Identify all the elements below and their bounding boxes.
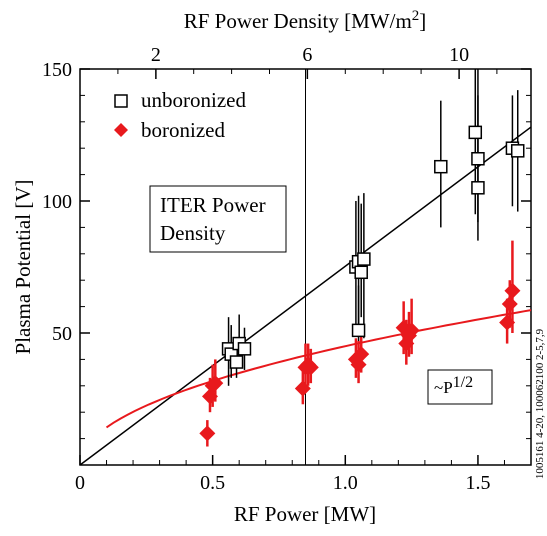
top-tick-label: 10 <box>449 44 469 66</box>
x-tick-label: 0.5 <box>200 472 225 494</box>
boronized-point <box>499 314 516 331</box>
side-shot-id: 1005161 4-20, 100062100 2-5,7,9 <box>534 328 546 479</box>
unboronized-point <box>354 265 368 280</box>
boronized-sqrt-fit <box>105 309 532 429</box>
unboronized-point <box>357 252 371 266</box>
unboronized-point <box>351 323 366 338</box>
top-axis-title-main: RF Power Density [MW/m <box>184 9 412 33</box>
top-tick-label: 6 <box>302 44 312 66</box>
iter-annotation: ITER Power Density <box>149 185 287 253</box>
unboronized-point <box>229 355 244 369</box>
unboronized-point <box>471 181 485 195</box>
legend: unboronized boronized <box>114 88 246 142</box>
sqrt-p-annotation: ~P1/2 <box>427 369 493 405</box>
sqrt-p-box <box>427 369 493 405</box>
top-axis-title-end: ] <box>419 9 426 33</box>
legend-boronized-label: boronized <box>141 118 225 142</box>
legend-unboronized-marker <box>114 94 128 108</box>
iter-annotation-box <box>149 185 287 253</box>
unboronized-point <box>468 125 483 140</box>
boronized-point <box>294 380 311 397</box>
axis-ticks: 0 0.5 1.0 1.5 50 100 150 2 6 10 <box>42 44 531 494</box>
y-tick-label: 50 <box>52 323 72 345</box>
boronized-point <box>403 322 420 339</box>
unboronized-point <box>237 342 252 356</box>
legend-unboronized-label: unboronized <box>141 88 246 112</box>
sqrt-p-label: ~P1/2 <box>434 374 473 397</box>
y-axis-title: Plasma Potential [V] <box>11 180 35 355</box>
x-axis-title: RF Power [MW] <box>234 502 376 526</box>
data-markers <box>199 125 525 442</box>
legend-boronized-marker <box>114 123 128 137</box>
boronized-point <box>199 425 216 442</box>
top-axis-title-sup: 2 <box>412 8 420 24</box>
sqrt-p-exponent: 1/2 <box>453 374 473 391</box>
top-tick-label: 2 <box>151 44 161 66</box>
top-axis-title: RF Power Density [MW/m2] <box>184 8 427 33</box>
unboronized-point <box>471 152 485 166</box>
boronized-point <box>504 282 521 299</box>
boronized-point <box>207 375 224 392</box>
iter-annotation-line1: ITER Power <box>160 193 266 217</box>
x-tick-label: 1.0 <box>333 472 358 494</box>
boronized-point <box>353 346 370 363</box>
x-tick-label: 0 <box>75 472 85 494</box>
iter-annotation-line2: Density <box>160 221 226 245</box>
x-tick-label: 1.5 <box>465 472 490 494</box>
unboronized-point <box>510 144 525 158</box>
y-tick-label: 150 <box>42 59 72 81</box>
sqrt-p-prefix: ~P <box>434 378 453 397</box>
y-tick-label: 100 <box>42 191 72 213</box>
boronized-point <box>501 295 518 312</box>
boronized-point <box>302 359 319 376</box>
unboronized-point <box>434 159 448 174</box>
